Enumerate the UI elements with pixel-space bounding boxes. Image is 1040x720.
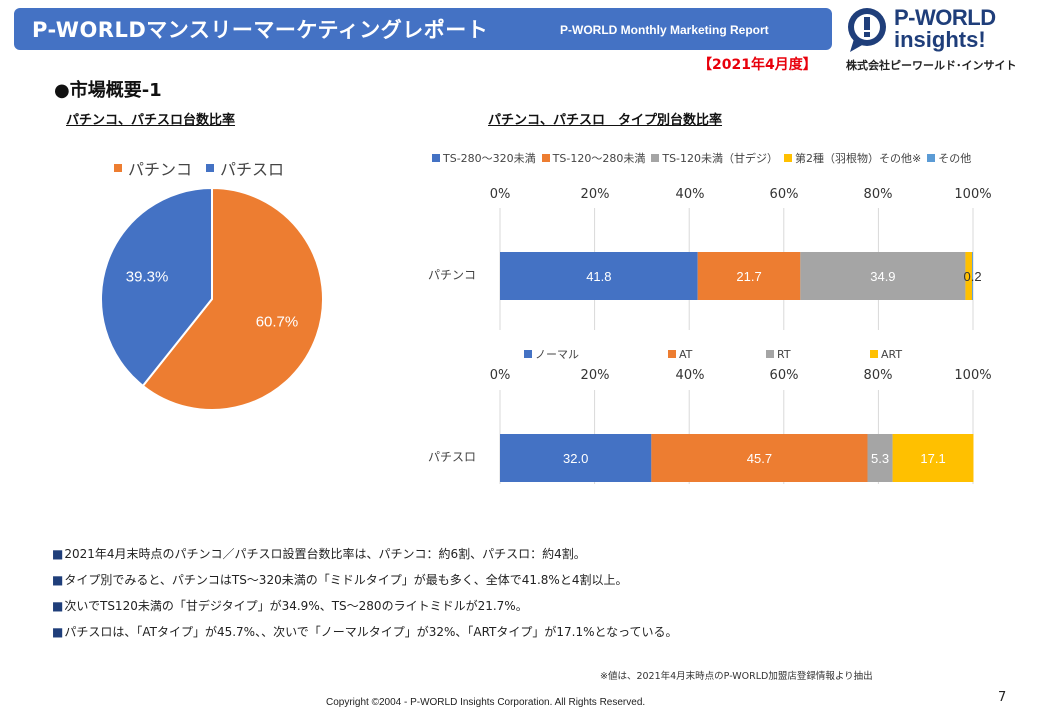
legend-item: 第2種（羽根物）その他※ [784,150,921,166]
pie-data-label: 39.3% [126,268,169,285]
legend-item: ノーマル [524,346,662,362]
report-title: P-WORLDマンスリーマーケティングレポート [32,18,489,42]
legend-label: パチンコ [128,160,193,179]
legend-item-pachinko: パチンコ [114,156,192,180]
pie-slice [141,186,324,411]
legend-item: その他 [927,150,971,166]
bar-data-label: 5.3 [871,451,889,466]
pie-legend: パチンコ パチスロ [114,156,284,180]
category-label-pachislo: パチスロ [428,450,477,464]
bar-segment [892,434,974,482]
section-title: ●市場概要-1 [54,80,162,101]
speech-bubble-icon [848,8,886,52]
stacked-bar-chart-pachislo: 32.0 45.7 5.3 17.1 [499,390,974,484]
tick-label: 80% [863,187,893,202]
bar-data-label: 41.8 [586,269,611,284]
tick-label: 80% [863,368,893,383]
report-period: 【2021年4月度】 [698,57,817,73]
tick-label: 40% [675,187,705,202]
tick-label: 60% [769,187,799,202]
bar-segment [651,434,868,482]
tick-label: 60% [769,368,799,383]
pie-slice [100,186,213,388]
bar-segment [500,434,652,482]
tick-label: 0% [489,368,511,383]
bar-segment [867,434,893,482]
legend-swatch [114,164,122,172]
legend-item: ART [870,348,902,361]
tick-label: 100% [954,368,992,383]
bullet-item: パチスロは、「ATタイプ」が45.7%、、次いで「ノーマルタイプ」が32%、「A… [52,619,677,645]
legend-item-pachislo: パチスロ [206,156,284,180]
pie-chart-heading: パチンコ、パチスロ台数比率 [66,113,236,128]
bar-segment [697,252,801,300]
legend-item: TS-120～280未満 [541,150,645,166]
company-logo: P-WORLD insights! 株式会社ピーワールド･インサイト [846,5,1036,75]
bar-chart-heading: パチンコ、パチスロ タイプ別台数比率 [488,113,723,128]
legend-item: AT [668,348,760,361]
summary-bullets: 2021年4月末時点のパチンコ／パチスロ設置台数比率は、パチンコ：約6割、パチス… [52,541,678,645]
report-subtitle: P-WORLD Monthly Marketing Report [560,23,769,37]
stacked-bar-chart-pachinko: 41.8 21.7 34.9 0.2 [499,208,982,330]
legend-item: TS-120未満（甘デジ） [651,150,778,166]
copyright: Copyright ©2004 - P-WORLD Insights Corpo… [326,697,646,708]
bar-segment [500,252,698,300]
bar-data-label: 32.0 [563,451,588,466]
legend-label: パチスロ [220,160,285,179]
bullet-item: 2021年4月末時点のパチンコ／パチスロ設置台数比率は、パチンコ：約6割、パチス… [52,541,678,567]
bar-segment [800,252,966,300]
bar-data-label: 0.2 [963,269,981,284]
header-banner: P-WORLDマンスリーマーケティングレポート P-WORLD Monthly … [14,8,832,50]
bar-data-label: 21.7 [736,269,761,284]
tick-label: 20% [580,368,610,383]
bar-data-label: 34.9 [870,269,895,284]
bullet-item: タイプ別でみると、パチンコはTS～320未満の「ミドルタイプ」が最も多く、全体で… [52,567,678,593]
bar-segment [965,252,973,300]
bar-data-label: 17.1 [920,451,945,466]
bar-legend-pachislo: ノーマル AT RT ART [524,346,908,362]
legend-item: RT [766,348,864,361]
page-number: 7 [998,690,1007,705]
source-note: ※値は、2021年4月末時点のP-WORLD加盟店登録情報より抽出 [600,671,873,682]
bar-legend-pachinko: TS-280～320未満 TS-120～280未満 TS-120未満（甘デジ） … [432,150,977,166]
pie-data-label: 60.7% [256,314,299,331]
bar-data-label: 45.7 [747,451,772,466]
tick-label: 20% [580,187,610,202]
category-label-pachinko: パチンコ [428,268,477,282]
logo-line1: P-WORLD [894,5,996,30]
bar-segment [972,252,973,300]
logo-line2: insights! [894,27,986,52]
tick-label: 0% [489,187,511,202]
legend-item: TS-280～320未満 [432,150,536,166]
tick-label: 100% [954,187,992,202]
pie-chart: 60.7% 39.3% [100,186,324,411]
bullet-item: 次いでTS120未満の「甘デジタイプ」が34.9%、TS～280のライトミドルが… [52,593,678,619]
tick-label: 40% [675,368,705,383]
company-name: 株式会社ピーワールド･インサイト [846,59,1017,72]
legend-swatch [206,164,215,172]
